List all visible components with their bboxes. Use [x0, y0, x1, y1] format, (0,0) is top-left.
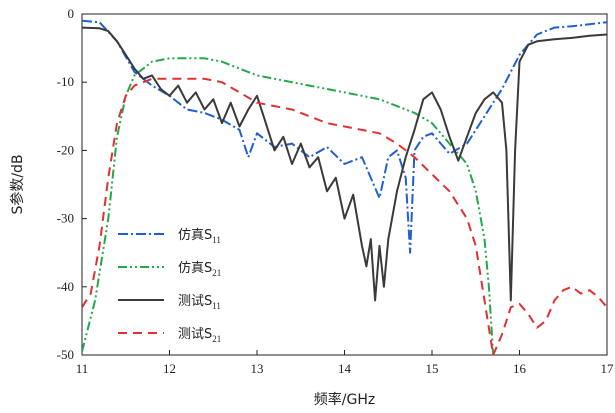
- legend-label-仿真S11: 仿真S11: [178, 228, 221, 245]
- legend-label-subscript: 21: [212, 334, 221, 344]
- series-line-测试S11: [82, 26, 607, 302]
- x-tick-label: 16: [513, 361, 527, 376]
- legend-label-main: 仿真S: [178, 228, 212, 243]
- x-tick-label: 14: [338, 361, 352, 376]
- legend-label-测试S21: 测试S21: [178, 327, 221, 344]
- y-tick-label: -40: [57, 279, 74, 294]
- series-line-仿真S11: [82, 19, 607, 254]
- y-tick-label: -10: [57, 74, 74, 89]
- plot-frame: [81, 13, 608, 356]
- x-tick-label: 13: [251, 361, 264, 376]
- x-axis-title: 频率/GHz: [314, 391, 375, 408]
- legend-label-subscript: 11: [212, 235, 221, 245]
- y-tick-label: -20: [57, 142, 74, 157]
- legend-label-subscript: 11: [212, 301, 221, 311]
- legend-label-测试S11: 测试S11: [178, 294, 221, 311]
- legend-label-main: 测试S: [178, 327, 212, 342]
- x-tick-label: 12: [163, 361, 176, 376]
- y-axis-title: S参数/dB: [9, 154, 26, 214]
- series-line-仿真S21: [82, 57, 495, 355]
- legend-label-main: 测试S: [178, 294, 212, 309]
- legend-label-subscript: 21: [212, 268, 221, 278]
- x-tick-label: 17: [601, 361, 615, 376]
- legend-label-main: 仿真S: [178, 261, 212, 276]
- x-tick-label: 11: [76, 361, 89, 376]
- series-layer: [82, 19, 607, 355]
- series-line-测试S21: [82, 77, 607, 355]
- axes: 11 12 13 14 15 16 17 0 -10 -20 -30 -40 -50: [57, 6, 614, 376]
- y-tick-label: -30: [57, 211, 74, 226]
- x-tick-label: 15: [426, 361, 439, 376]
- y-tick-label: 0: [68, 6, 75, 21]
- y-tick-label: -50: [57, 347, 74, 362]
- legend-label-仿真S21: 仿真S21: [178, 261, 221, 278]
